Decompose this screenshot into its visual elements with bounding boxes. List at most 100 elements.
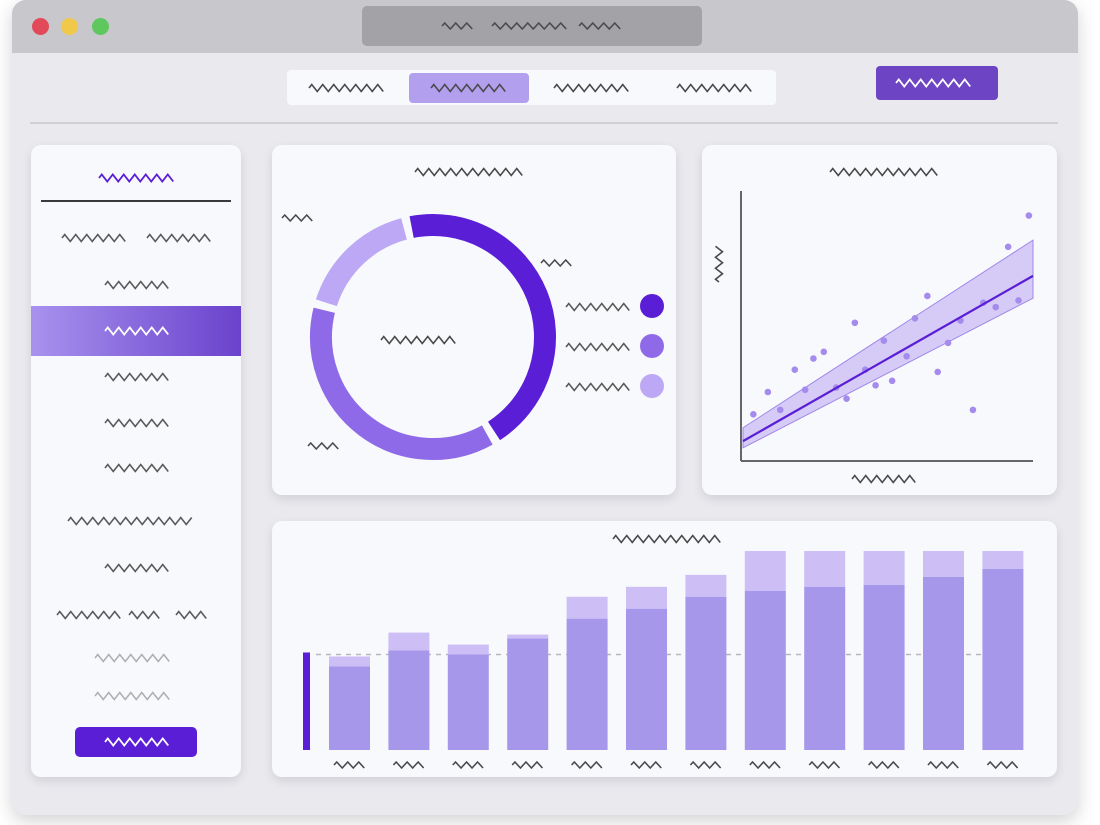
scatter-point — [944, 339, 952, 347]
donut-card — [272, 145, 676, 495]
legend-swatch-1 — [640, 294, 664, 318]
placeholder-text-icon — [56, 610, 207, 620]
primary-action-button[interactable] — [876, 66, 998, 100]
scatter-point — [911, 315, 919, 322]
bar — [982, 568, 1024, 750]
tab-2[interactable] — [409, 73, 529, 103]
placeholder-text-icon — [540, 258, 572, 268]
maximize-icon[interactable] — [92, 18, 109, 35]
placeholder-text-icon — [104, 563, 169, 573]
close-icon[interactable] — [32, 18, 49, 35]
placeholder-text-icon — [689, 760, 722, 770]
x-tick-label — [511, 760, 544, 770]
placeholder-text-icon — [175, 610, 207, 620]
placeholder-text-icon — [808, 760, 841, 770]
x-tick-label — [927, 760, 959, 770]
placeholder-text-icon — [94, 691, 170, 701]
placeholder-text-icon — [430, 83, 506, 93]
bar-upper-segment — [507, 634, 549, 639]
placeholder-text-icon — [104, 326, 169, 336]
placeholder-text-icon — [67, 516, 193, 526]
x-tick-label — [689, 760, 722, 770]
placeholder-text-icon — [676, 83, 752, 93]
legend-label-2 — [565, 342, 630, 352]
x-tick-label — [868, 760, 900, 770]
divider — [30, 122, 1058, 124]
placeholder-text-icon — [308, 83, 384, 93]
scatter-point — [903, 352, 910, 360]
sidebar-item-4[interactable] — [31, 353, 241, 403]
x-tick-label — [333, 760, 365, 770]
scatter-point — [992, 303, 1000, 311]
legend-label-1 — [565, 302, 630, 312]
sidebar-item-11[interactable] — [31, 671, 241, 721]
sidebar-title — [98, 173, 174, 183]
x-tick-label — [986, 760, 1019, 770]
sidebar-item-3[interactable] — [31, 306, 241, 356]
scatter-point — [1015, 297, 1022, 304]
title-bar — [12, 0, 1078, 53]
placeholder-text-icon — [104, 737, 169, 747]
bar-upper-segment — [626, 586, 667, 609]
minimize-icon[interactable] — [61, 18, 78, 35]
placeholder-text-icon — [414, 167, 523, 177]
x-tick-label — [392, 760, 425, 770]
placeholder-text-icon — [714, 245, 724, 283]
legend-swatch-3 — [640, 374, 664, 398]
bar — [388, 650, 430, 750]
placeholder-text-icon — [281, 213, 313, 223]
scatter-card — [702, 145, 1057, 495]
x-axis-label — [851, 474, 916, 484]
sidebar-item-7[interactable] — [31, 495, 241, 545]
placeholder-text-icon — [333, 760, 365, 770]
placeholder-text-icon — [441, 21, 473, 31]
sidebar-item-8[interactable] — [31, 543, 241, 593]
scatter-point — [801, 386, 809, 394]
placeholder-text-icon — [98, 173, 174, 183]
highlight-marker — [303, 652, 310, 750]
y-axis-label — [714, 245, 724, 283]
tab-4[interactable] — [655, 73, 775, 103]
bar — [804, 586, 846, 750]
sidebar-item-2[interactable] — [31, 260, 241, 310]
x-tick-label — [630, 760, 662, 770]
sidebar-item-5[interactable] — [31, 399, 241, 449]
sidebar-item-6[interactable] — [31, 445, 241, 495]
legend-label-3 — [565, 382, 630, 392]
bar-upper-segment — [329, 656, 370, 667]
sidebar-item-9[interactable] — [31, 590, 241, 640]
placeholder-text-icon — [61, 233, 211, 243]
sidebar-button[interactable] — [75, 727, 197, 757]
scatter-point — [810, 355, 817, 362]
placeholder-text-icon — [61, 233, 126, 243]
bar — [626, 608, 667, 750]
placeholder-text-icon — [104, 326, 169, 336]
placeholder-text-icon — [104, 563, 169, 573]
placeholder-text-icon — [986, 760, 1019, 770]
x-tick-label — [808, 760, 841, 770]
placeholder-text-icon — [380, 335, 456, 345]
placeholder-text-icon — [94, 653, 170, 663]
sidebar-item-10[interactable] — [31, 633, 241, 683]
bar-upper-segment — [982, 551, 1024, 569]
scatter-point — [750, 411, 757, 418]
donut-segment-3 — [315, 218, 408, 307]
card-title — [829, 167, 938, 177]
tab-3[interactable] — [532, 73, 652, 103]
address-bar[interactable] — [362, 6, 702, 46]
sidebar-item-1[interactable] — [31, 213, 241, 263]
app-window — [12, 0, 1078, 815]
placeholder-text-icon — [308, 83, 384, 93]
bar — [863, 584, 905, 750]
tab-1[interactable] — [289, 73, 409, 103]
card-title — [414, 167, 523, 177]
scatter-point — [851, 319, 859, 327]
scatter-point — [872, 382, 879, 389]
placeholder-text-icon — [104, 463, 169, 473]
placeholder-text-icon — [104, 280, 169, 290]
bar-upper-segment — [447, 644, 489, 655]
placeholder-text-icon — [895, 78, 971, 88]
scatter-point — [969, 406, 977, 414]
placeholder-text-icon — [749, 760, 781, 770]
bar — [923, 576, 964, 750]
